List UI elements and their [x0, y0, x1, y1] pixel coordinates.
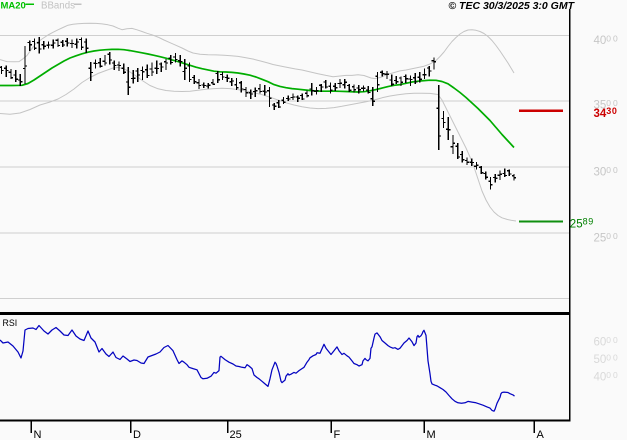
svg-text:© TEC 30/3/2025 3:0 GMT: © TEC 30/3/2025 3:0 GMT	[448, 0, 575, 12]
svg-text:N: N	[34, 429, 42, 440]
svg-text:D: D	[133, 429, 141, 440]
svg-text:25: 25	[230, 429, 242, 440]
svg-text:RSI: RSI	[3, 318, 18, 328]
svg-text:BBands: BBands	[41, 1, 75, 12]
svg-text:MA20: MA20	[1, 1, 26, 12]
svg-text:A: A	[537, 429, 545, 440]
svg-text:F: F	[334, 429, 341, 440]
svg-text:M: M	[427, 429, 436, 440]
